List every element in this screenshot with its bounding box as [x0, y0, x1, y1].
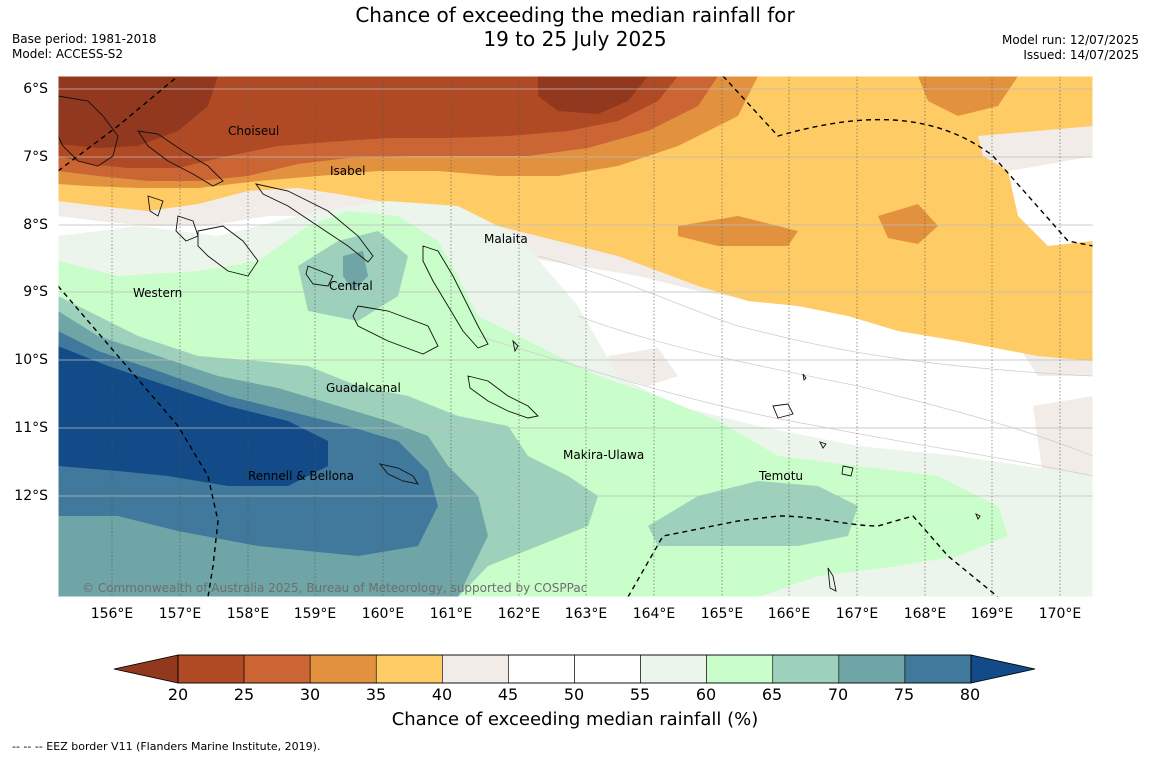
lon-label-169e: 169°E: [970, 606, 1014, 622]
lat-label-6s: 6°S: [23, 81, 48, 97]
colorbar-over-triangle: [970, 654, 1036, 684]
lon-label-168e: 168°E: [903, 606, 947, 622]
colorbar-cell: [904, 654, 972, 684]
lon-label-158e: 158°E: [226, 606, 270, 622]
colorbar: [113, 654, 1036, 684]
colorbar-tick-35: 35: [365, 685, 387, 704]
region-label-choiseul: Choiseul: [228, 124, 280, 138]
colorbar-cell: [177, 654, 245, 684]
band-under-20-b: [538, 76, 648, 114]
colorbar-cell: [838, 654, 906, 684]
region-label-rennell-bellona: Rennell & Bellona: [248, 469, 355, 483]
colorbar-cell: [640, 654, 707, 684]
lon-label-167e: 167°E: [835, 606, 879, 622]
lon-label-162e: 162°E: [497, 606, 541, 622]
band-30-35-east: [678, 216, 798, 246]
eez-border-lines: [58, 76, 1093, 597]
band-30-35-east2: [878, 204, 938, 244]
lon-label-166e: 166°E: [767, 606, 811, 622]
colorbar-tick-40: 40: [431, 685, 453, 704]
band-40-45-mid: [608, 348, 678, 386]
lat-label-9s: 9°S: [23, 284, 48, 300]
colorbar-cell: [772, 654, 840, 684]
colorbar-tick-75: 75: [893, 685, 915, 704]
colorbar-cell: [442, 654, 509, 684]
lon-label-159e: 159°E: [293, 606, 337, 622]
band-40-45-south-east: [1033, 396, 1093, 486]
rainfall-map: © Commonwealth of Australia 2025, Bureau…: [58, 76, 1093, 597]
eez-footnote: -- -- -- EEZ border V11 (Flanders Marine…: [12, 740, 321, 753]
map-title-line1: Chance of exceeding the median rainfall …: [355, 3, 795, 27]
lon-label-164e: 164°E: [632, 606, 676, 622]
colorbar-label: Chance of exceeding median rainfall (%): [391, 709, 759, 730]
lon-label-170e: 170°E: [1038, 606, 1082, 622]
latitude-gridlines: [58, 88, 1093, 497]
colorbar-tick-25: 25: [233, 685, 255, 704]
model-run-text: Model run: 12/07/2025: [1001, 33, 1139, 47]
colorbar-cell: [508, 654, 575, 684]
colorbar-tick-45: 45: [497, 685, 519, 704]
colorbar-cell: [375, 654, 443, 684]
region-label-guadalcanal: Guadalcanal: [326, 381, 401, 395]
region-label-central: Central: [329, 279, 373, 293]
lat-label-10s: 10°S: [14, 352, 48, 368]
band-30-35-north: [918, 76, 1018, 116]
band-70-75-central: [343, 251, 368, 291]
colorbar-tick-20: 20: [167, 685, 189, 704]
band-over-80: [58, 346, 328, 486]
base-period-text: Base period: 1981-2018: [12, 32, 157, 46]
lat-label-11s: 11°S: [14, 420, 48, 436]
colorbar-cell: [706, 654, 774, 684]
colorbar-cell: [243, 654, 311, 684]
colorbar-cell: [309, 654, 377, 684]
colorbar-cells: [177, 654, 972, 684]
colorbar-tick-65: 65: [761, 685, 783, 704]
map-title-line2: 19 to 25 July 2025: [483, 27, 667, 51]
contour-lines: [477, 255, 1093, 477]
lat-label-7s: 7°S: [23, 149, 48, 165]
colorbar-tick-80: 80: [959, 685, 981, 704]
colorbar-under-triangle: [113, 654, 179, 684]
region-label-western: Western: [133, 286, 183, 300]
lat-label-8s: 8°S: [23, 217, 48, 233]
lon-label-156e: 156°E: [90, 606, 134, 622]
lon-label-157e: 157°E: [158, 606, 202, 622]
region-label-makira-ulawa: Makira-Ulawa: [563, 448, 645, 462]
band-under-20: [58, 76, 218, 148]
coastlines: [58, 95, 981, 592]
region-label-isabel: Isabel: [330, 164, 366, 178]
band-20-25: [58, 76, 678, 168]
lon-label-163e: 163°E: [564, 606, 608, 622]
lon-label-161e: 161°E: [429, 606, 473, 622]
colorbar-tick-50: 50: [563, 685, 585, 704]
model-name-text: Model: ACCESS-S2: [12, 47, 124, 61]
lon-label-165e: 165°E: [700, 606, 744, 622]
colorbar-tick-60: 60: [695, 685, 717, 704]
colorbar-tick-70: 70: [827, 685, 849, 704]
colorbar-cell: [574, 654, 641, 684]
colorbar-tick-55: 55: [629, 685, 651, 704]
lat-label-12s: 12°S: [14, 488, 48, 504]
region-label-malaita: Malaita: [484, 232, 528, 246]
band-white-east: [1008, 156, 1093, 246]
band-40-45-east: [978, 126, 1093, 171]
copyright-text: © Commonwealth of Australia 2025, Bureau…: [82, 581, 588, 595]
issued-date-text: Issued: 14/07/2025: [1023, 48, 1139, 62]
lon-label-160e: 160°E: [361, 606, 405, 622]
region-label-temotu: Temotu: [759, 469, 804, 483]
longitude-gridlines: [111, 76, 1061, 597]
colorbar-tick-30: 30: [299, 685, 321, 704]
band-65-70-temotu: [648, 481, 858, 546]
